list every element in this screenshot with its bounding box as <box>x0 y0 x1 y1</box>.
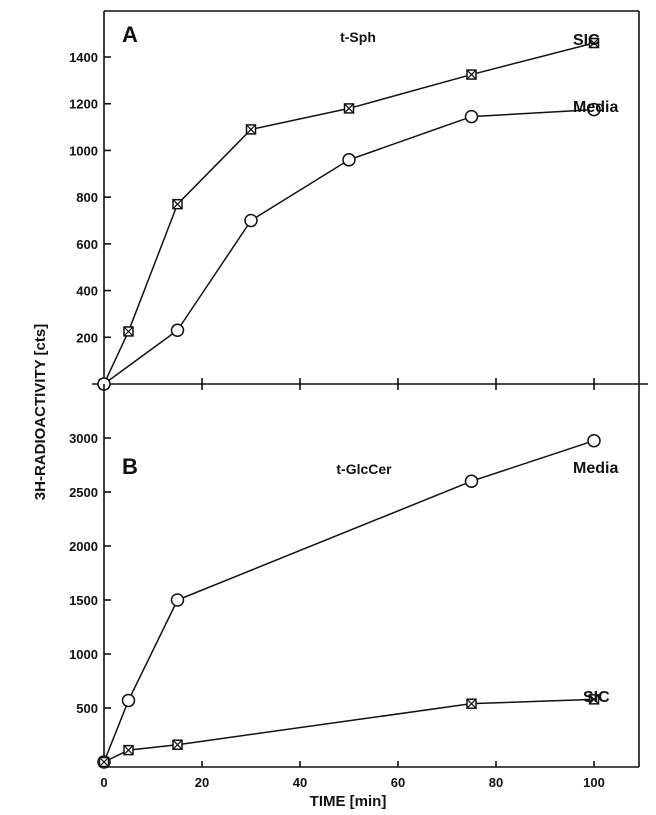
panel-a-sic-label: SIC <box>573 32 600 49</box>
panel-b-sic-label: SIC <box>583 689 610 706</box>
panel-a-y-tick-label: 800 <box>76 190 98 205</box>
panel-a-sic-point-cross-b <box>123 326 134 337</box>
panel-a-sic-point-cross-b <box>589 38 599 48</box>
panel-b-y-tick-label: 1000 <box>69 647 98 662</box>
panel-a-sic-point-cross-b <box>466 69 477 80</box>
panel-b-y-tick-label: 2500 <box>69 485 98 500</box>
panel-b-media-point <box>170 593 185 607</box>
panel-b-media-point <box>587 433 601 448</box>
panel-a-media-point <box>464 109 479 124</box>
panel-a-letter: A <box>122 22 138 47</box>
panel-b-x-tick-label: 20 <box>195 775 209 790</box>
panel-b-x-tick-label: 60 <box>391 775 405 790</box>
panel-a-title: t-Sph <box>340 29 376 45</box>
panel-a-media-label: Media <box>573 99 618 116</box>
panel-b-x-tick-label: 40 <box>293 775 307 790</box>
panel-a-chart: 200 400 600 800 1000 1200 1400 A t-Sph SIC Media <box>69 10 648 391</box>
panel-b-sic-point <box>98 756 110 768</box>
panel-a-media-point <box>244 213 258 228</box>
panel-a-y-tick-label: 400 <box>76 284 98 299</box>
panel-b-sic-point-cross-b <box>589 694 599 705</box>
y-axis-title: 3H-RADIOACTIVITY [cts] <box>32 324 49 500</box>
panel-b-media-point <box>121 693 136 708</box>
panel-a-sic-point <box>343 103 355 114</box>
panel-a-y-tick-label: 600 <box>76 237 98 252</box>
panel-a-sic-point-cross-b <box>246 124 256 135</box>
panel-a-sic-point-cross-b <box>172 199 183 210</box>
panel-a-y-tick-label: 1400 <box>69 50 98 65</box>
panel-b-sic-line <box>103 698 595 763</box>
panel-b-y-tick-label: 500 <box>76 701 98 716</box>
panel-a-sic-point <box>172 198 183 210</box>
panel-b-letter: B <box>122 454 138 479</box>
panel-a-media-point <box>170 323 185 338</box>
panel-b-y-tick-label: 1500 <box>69 593 98 608</box>
panel-a-y-tick-label: 1000 <box>69 143 98 158</box>
panel-b-sic-point <box>123 744 134 756</box>
panel-b-chart: 50010001500200025003000020406080100120Bt… <box>69 384 640 790</box>
panel-b-media-point <box>464 474 479 488</box>
panel-b-y-tick-label: 2000 <box>69 539 98 554</box>
panel-a-y-tick-label: 200 <box>76 330 98 345</box>
panel-a-media-line <box>103 108 595 385</box>
panel-b-x-tick-label: 100 <box>583 775 605 790</box>
panel-a-media-point <box>587 102 601 117</box>
panel-b-sic-point <box>172 739 183 750</box>
panel-b-title: t-GlcCer <box>336 461 392 477</box>
panel-b-sic-point-cross-b <box>123 745 134 756</box>
panel-b-sic-point-cross-b <box>172 739 183 750</box>
panel-b-sic-point <box>466 698 477 709</box>
panel-b-x-tick-label: 0 <box>100 775 107 790</box>
panel-b-x-tick-label: 80 <box>489 775 503 790</box>
panel-a-sic-point <box>123 326 134 337</box>
panel-b-media-label: Media <box>573 460 618 477</box>
panel-a-media-point <box>342 153 356 167</box>
panel-b-sic-point-cross-b <box>99 757 109 767</box>
panel-a-sic-point <box>466 69 477 80</box>
panel-b-sic-point-cross-b <box>466 698 477 709</box>
panel-a-sic-point <box>245 124 257 135</box>
panel-a-y-tick-label: 1200 <box>69 97 98 112</box>
panel-b-y-tick-label: 3000 <box>69 431 98 446</box>
panel-a-sic-point-cross-b <box>344 103 354 114</box>
panel-b-sic-point <box>588 694 600 705</box>
panel-a-sic-point <box>588 37 600 49</box>
x-axis-title: TIME [min] <box>310 793 387 810</box>
